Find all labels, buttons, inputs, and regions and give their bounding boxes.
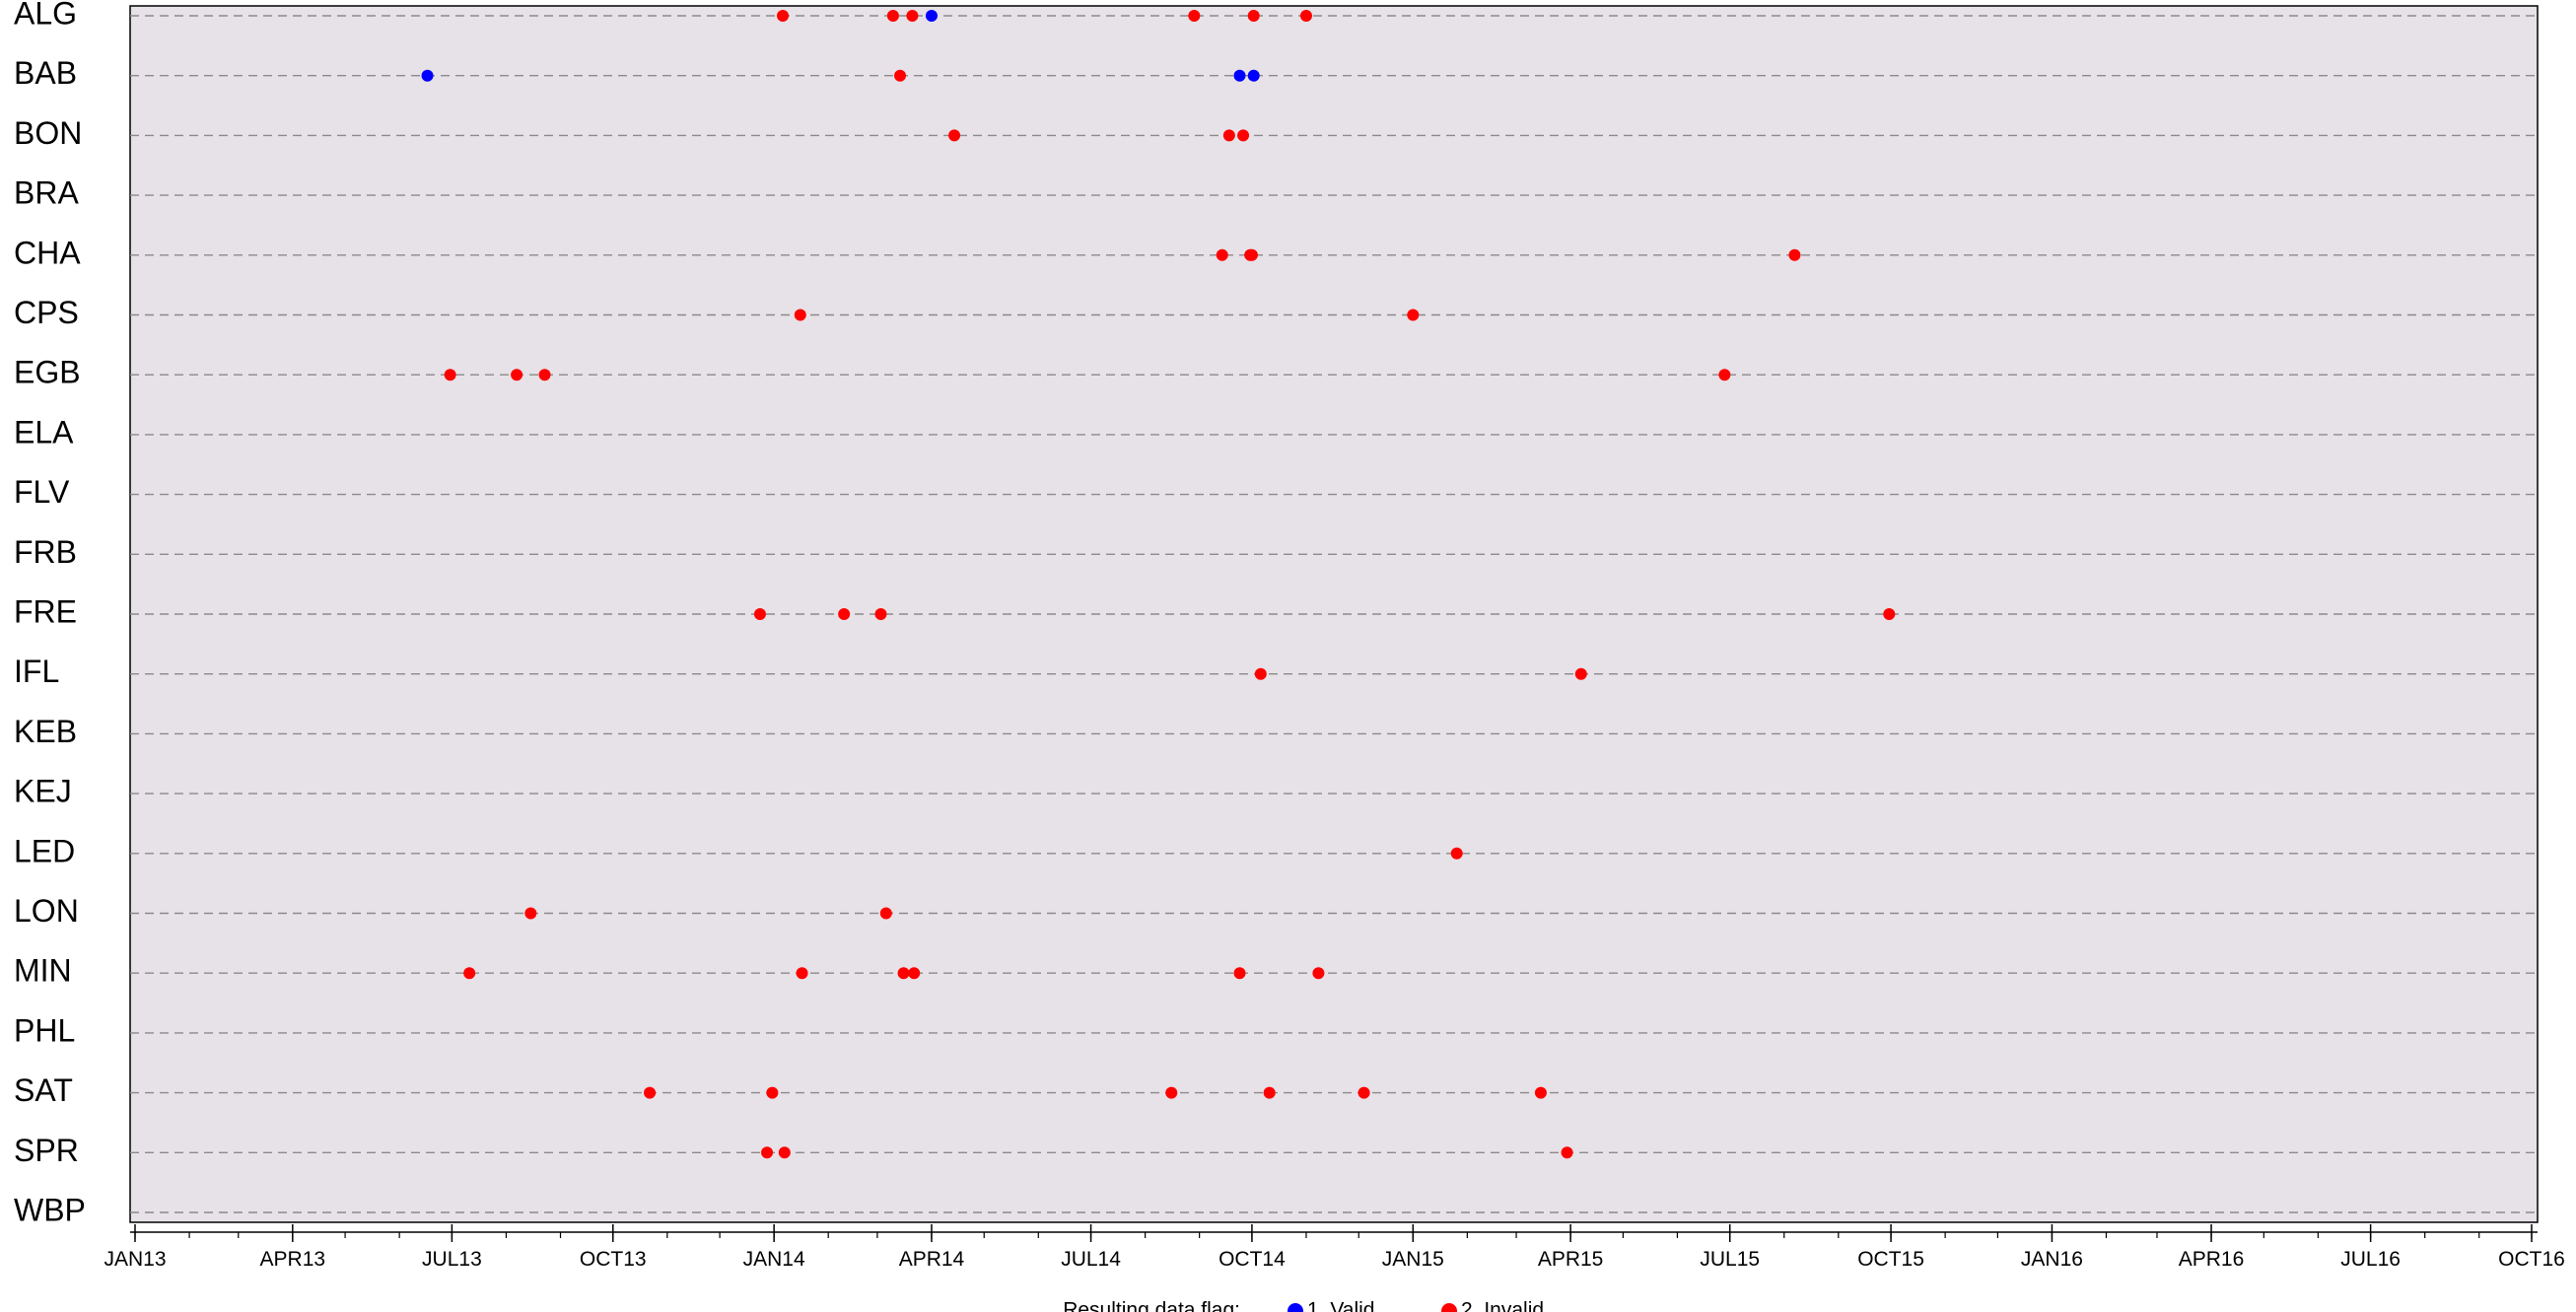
legend: Resulting data flag: 1. Valid 2. Invalid	[1063, 1299, 1544, 1312]
row-label: BAB	[14, 55, 77, 91]
grid-lines	[130, 15, 2538, 1213]
data-point	[511, 369, 523, 381]
data-point	[1254, 667, 1267, 680]
data-point	[1247, 10, 1260, 22]
data-points	[421, 10, 1896, 1159]
row-label: SPR	[14, 1133, 79, 1168]
data-point	[1263, 1086, 1276, 1099]
data-point	[886, 10, 899, 22]
data-point	[1216, 248, 1228, 261]
data-point	[421, 69, 434, 82]
row-label: BRA	[14, 175, 79, 211]
data-point	[1165, 1086, 1178, 1099]
x-tick-label: JUL16	[2340, 1248, 2401, 1271]
row-label: MIN	[14, 953, 72, 989]
x-tick-label: OCT15	[1857, 1248, 1924, 1271]
row-label: CHA	[14, 235, 81, 270]
data-point	[1358, 1086, 1370, 1099]
data-point	[1222, 129, 1235, 142]
row-label: SAT	[14, 1072, 73, 1108]
data-point	[753, 608, 766, 620]
legend-marker	[1441, 1303, 1457, 1312]
data-point	[761, 1146, 774, 1159]
row-label: WBP	[14, 1192, 86, 1227]
data-point	[906, 10, 919, 22]
data-point	[1718, 369, 1731, 381]
data-point	[838, 608, 851, 620]
x-tick-label: JUL15	[1700, 1248, 1760, 1271]
legend-marker	[1288, 1303, 1303, 1312]
data-point	[874, 608, 887, 620]
data-point	[897, 967, 910, 980]
data-point	[1883, 608, 1896, 620]
data-point	[766, 1086, 779, 1099]
data-point	[1788, 248, 1801, 261]
data-point	[1534, 1086, 1547, 1099]
x-tick-label: JAN16	[2021, 1248, 2083, 1271]
data-point	[1245, 248, 1258, 261]
row-label: FRE	[14, 593, 77, 629]
data-point	[1233, 967, 1246, 980]
data-point	[1188, 10, 1201, 22]
data-point	[1407, 309, 1420, 321]
x-tick-label: OCT14	[1218, 1248, 1286, 1271]
data-point	[1247, 69, 1260, 82]
row-label: LED	[14, 833, 75, 868]
x-tick-label: JUL13	[422, 1248, 482, 1271]
row-label: ALG	[14, 0, 77, 31]
data-point	[794, 309, 806, 321]
data-point	[538, 369, 551, 381]
data-point	[463, 967, 476, 980]
data-point	[444, 369, 456, 381]
data-point	[1299, 10, 1312, 22]
data-point	[796, 967, 808, 980]
row-label: KEJ	[14, 774, 72, 809]
legend-items: 1. Valid 2. Invalid	[1288, 1299, 1544, 1312]
x-tick-label: JUL14	[1061, 1248, 1121, 1271]
row-label: FRB	[14, 534, 77, 570]
x-tick-label: OCT13	[580, 1248, 647, 1271]
x-tick-label: APR14	[899, 1248, 965, 1271]
data-point	[1574, 667, 1587, 680]
row-label: CPS	[14, 295, 79, 330]
x-tick-label: APR13	[260, 1248, 326, 1271]
x-tick-label: JAN14	[743, 1248, 805, 1271]
row-label: BON	[14, 115, 82, 151]
row-label: KEB	[14, 714, 77, 749]
data-point	[1450, 847, 1463, 860]
data-point	[778, 1146, 791, 1159]
data-point	[644, 1086, 657, 1099]
row-label: IFL	[14, 654, 59, 689]
data-point	[1237, 129, 1250, 142]
row-label: LON	[14, 893, 79, 929]
data-point	[879, 907, 892, 920]
legend-label: 2. Invalid	[1461, 1299, 1544, 1312]
data-point	[948, 129, 961, 142]
x-tick-label: APR15	[1538, 1248, 1604, 1271]
legend-label: 1. Valid	[1307, 1299, 1375, 1312]
row-label: ELA	[14, 414, 74, 449]
row-labels: ALG BAB BON BRA CHA CPS EGB ELA FLV FRB FRE IFL KEB K…	[14, 0, 86, 1227]
x-tick-label: JAN13	[104, 1248, 166, 1271]
data-point	[894, 69, 907, 82]
x-tick-label: JAN15	[1382, 1248, 1444, 1271]
row-label: FLV	[14, 474, 70, 510]
data-point	[925, 10, 938, 22]
data-point	[1561, 1146, 1573, 1159]
row-label: PHL	[14, 1012, 75, 1048]
data-point	[1233, 69, 1246, 82]
row-label: EGB	[14, 355, 81, 390]
data-point	[524, 907, 537, 920]
legend-title: Resulting data flag:	[1063, 1299, 1240, 1312]
x-axis: JAN13 APR13 JUL13 OCT13 JAN14 APR14 JUL14 OCT14…	[104, 1224, 2565, 1271]
x-tick-label: APR16	[2179, 1248, 2245, 1271]
data-point	[1312, 967, 1325, 980]
data-point	[908, 967, 921, 980]
x-tick-label: OCT16	[2498, 1248, 2565, 1271]
data-point	[777, 10, 790, 22]
